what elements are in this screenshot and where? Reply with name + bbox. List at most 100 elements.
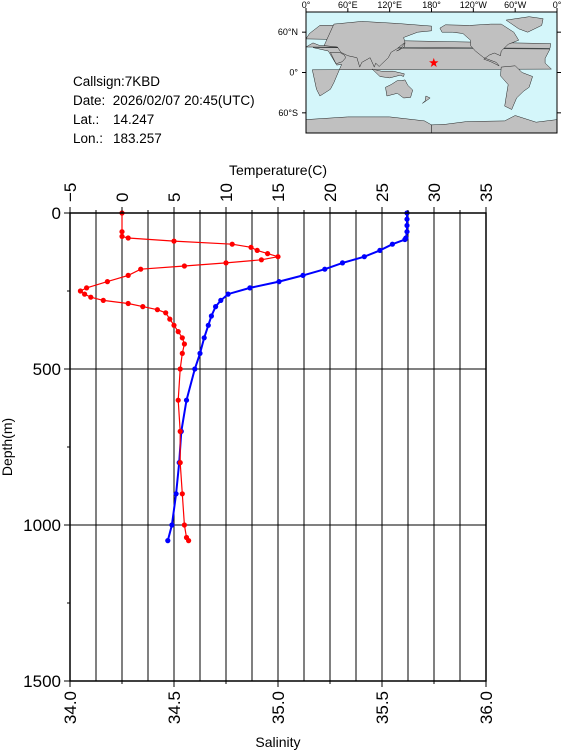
temperature-tick-label: 5	[165, 193, 184, 202]
series-0-point	[247, 285, 253, 291]
map-land	[305, 11, 558, 134]
salinity-tick-label: 34.5	[165, 691, 184, 724]
japan-landmass	[396, 42, 406, 52]
series-0-point	[339, 260, 346, 266]
series-1-point	[258, 257, 264, 263]
date-label: Date:	[73, 93, 106, 108]
salinity-axis: 34.0 34.5 35.0 35.5 36.0	[61, 681, 496, 724]
series-0-point	[201, 335, 207, 341]
south-america-landmass	[500, 65, 533, 110]
series-0-point	[300, 272, 306, 278]
map-lon-label: 60°W	[504, 0, 527, 10]
temperature-tick-label: 15	[269, 183, 288, 202]
salinity-tick-label: 34.0	[61, 691, 80, 724]
temperature-axis: −5 0 5 10 15 20 25 30 35	[61, 183, 496, 213]
date-row: Date: 2026/02/07 20:45(UTC)	[73, 91, 255, 110]
map-lon-label: 120°E	[377, 0, 402, 10]
series-1-point	[119, 229, 125, 235]
depth-tick-label: 0	[52, 204, 61, 223]
series-0-point	[225, 291, 231, 297]
series-1-point	[181, 263, 187, 269]
series-1-point	[171, 322, 177, 328]
temperature-tick-label: 25	[373, 183, 392, 202]
series-1-point	[181, 522, 187, 528]
series-0-point	[192, 366, 198, 372]
series-1-point	[100, 297, 106, 303]
series-1-point	[177, 460, 183, 466]
series-1-point	[186, 538, 192, 544]
series-0-line	[166, 213, 408, 541]
temperature-tick-label: 35	[477, 183, 496, 202]
temperature-tick-label: 0	[113, 193, 132, 202]
map-graticule-ticks: 0° 60°E 120°E 180° 120°W 60°W 0° 60°N 0° 60°S	[278, 0, 562, 118]
series-1-point	[125, 235, 131, 241]
series-0-point	[208, 313, 214, 319]
north-america-landmass	[439, 23, 520, 67]
map-lon-label: 0°	[302, 0, 311, 10]
map-lon-label: 120°W	[460, 0, 488, 10]
map-lon-label: 0°	[553, 0, 562, 10]
series-0-point	[213, 304, 219, 310]
australia-landmass	[385, 79, 413, 99]
indonesia-landmass	[371, 68, 405, 79]
series-1-point	[167, 316, 173, 322]
series-0-point	[165, 538, 171, 544]
series-1-point	[229, 241, 235, 247]
series-1-point	[82, 291, 88, 297]
station-info: Callsign:7KBD Date: 2026/02/07 20:45(UTC…	[73, 72, 255, 148]
lat-label: Lat.:	[73, 112, 100, 127]
date-value: 2026/02/07 20:45(UTC)	[112, 93, 255, 108]
greenland-landmass	[505, 16, 544, 33]
lat-value: 14.247	[113, 112, 155, 127]
temperature-tick-label: 30	[425, 183, 444, 202]
salinity-tick-label: 35.0	[269, 691, 288, 724]
series-1-point	[275, 254, 281, 260]
asia-landmass	[323, 21, 432, 68]
chart-series	[77, 210, 410, 544]
series-1-point	[77, 288, 83, 294]
temperature-tick-label: −5	[61, 183, 80, 202]
depth-axis-label: Depth(m)	[0, 418, 15, 476]
map-lat-label: 60°N	[278, 27, 298, 37]
series-0-point	[389, 241, 395, 247]
chart-grid	[70, 213, 486, 681]
map-lat-label: 60°S	[278, 108, 298, 118]
depth-tick-label: 1000	[23, 516, 61, 535]
series-1-point	[125, 300, 131, 307]
series-1-point	[104, 279, 110, 285]
salinity-tick-label: 35.5	[373, 691, 392, 724]
callsign-value: 7KBD	[124, 74, 161, 89]
series-0-point	[377, 247, 383, 253]
series-1-point	[265, 251, 271, 257]
series-1-point	[175, 329, 181, 335]
series-0-point	[218, 297, 224, 303]
series-1-point	[179, 335, 185, 341]
series-0-point	[361, 254, 367, 260]
series-0-point	[173, 491, 179, 497]
series-1-point	[177, 428, 183, 434]
salinity-tick-label: 36.0	[477, 691, 496, 724]
series-1-point	[254, 247, 260, 253]
series-1-point	[88, 294, 94, 300]
new-zealand-landmass	[422, 95, 431, 104]
series-0-point	[169, 522, 175, 528]
depth-tick-label: 1500	[23, 672, 61, 691]
series-0-point	[183, 397, 190, 403]
series-1-point	[163, 310, 169, 316]
series-1-point	[154, 307, 160, 313]
depth-axis: 0 500 1000 1500	[23, 204, 70, 691]
salinity-axis-label: Salinity	[255, 734, 300, 750]
series-0-point	[404, 222, 410, 229]
series-1-point	[175, 397, 181, 403]
series-0-point	[402, 236, 408, 243]
series-0-point	[276, 279, 282, 285]
series-1-point	[138, 266, 144, 272]
lat-row: Lat.: 14.247	[73, 110, 255, 129]
series-1-point	[181, 341, 187, 347]
series-0-point	[404, 216, 410, 222]
arabia-landmass	[330, 52, 346, 65]
temperature-axis-label: Temperature(C)	[229, 162, 327, 178]
series-1-point	[125, 272, 131, 278]
lon-row: Lon.: 183.257	[73, 129, 255, 148]
